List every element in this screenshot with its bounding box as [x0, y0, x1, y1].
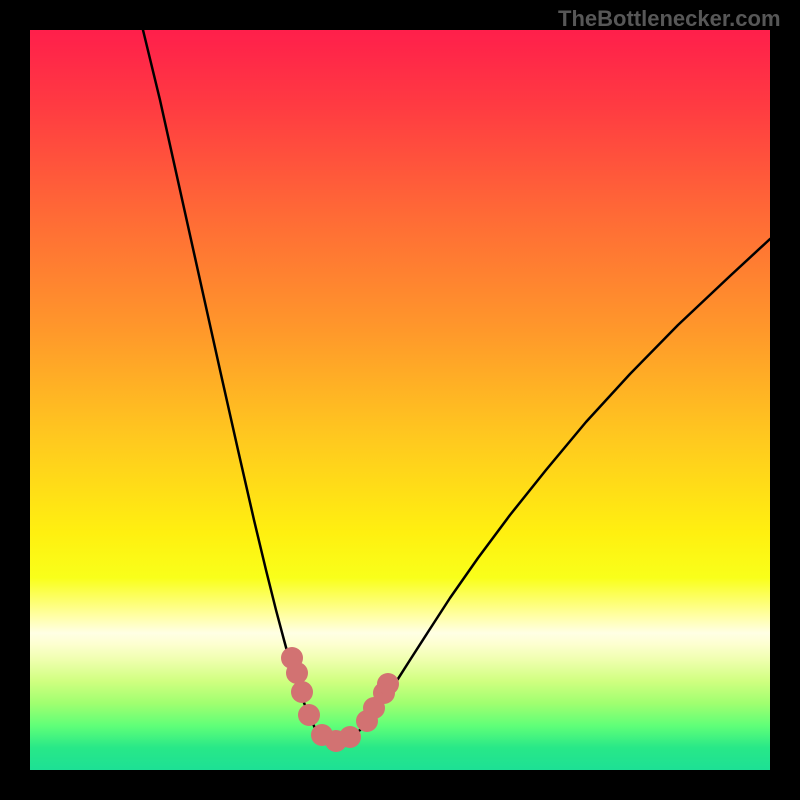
watermark-text: TheBottlenecker.com	[558, 6, 781, 32]
bottleneck-chart	[0, 0, 800, 800]
chart-container: TheBottlenecker.com	[0, 0, 800, 800]
